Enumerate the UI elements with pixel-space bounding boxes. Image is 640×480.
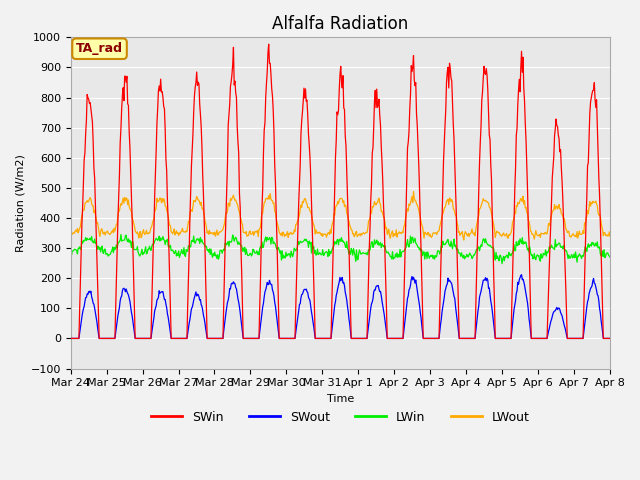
SWin	[215, 336, 223, 341]
LWout	[460, 237, 468, 243]
SWin	[406, 92, 414, 97]
Legend: SWin, SWout, LWin, LWout: SWin, SWout, LWin, LWout	[146, 406, 535, 429]
Line: SWin: SWin	[70, 44, 610, 338]
LWin	[188, 238, 195, 244]
Line: SWout: SWout	[70, 275, 610, 338]
SWin	[132, 336, 140, 341]
SWout	[187, 311, 195, 317]
SWin	[77, 278, 84, 284]
LWin	[117, 232, 125, 238]
SWout	[77, 324, 84, 330]
LWout	[187, 207, 195, 213]
SWin	[187, 187, 195, 193]
SWout	[422, 336, 429, 341]
LWout	[77, 224, 84, 229]
Title: Alfalfa Radiation: Alfalfa Radiation	[272, 15, 408, 33]
LWout	[422, 231, 430, 237]
LWout	[132, 229, 140, 235]
LWout	[215, 229, 223, 235]
SWout	[606, 336, 614, 341]
SWin	[265, 41, 273, 47]
Line: LWout: LWout	[70, 192, 610, 240]
LWout	[406, 203, 413, 208]
SWin	[606, 336, 614, 341]
LWin	[133, 247, 141, 252]
SWin	[67, 336, 74, 341]
LWin	[606, 254, 614, 260]
SWout	[406, 286, 413, 291]
SWout	[67, 336, 74, 341]
Text: TA_rad: TA_rad	[76, 42, 123, 55]
LWin	[498, 261, 506, 266]
SWout	[215, 336, 223, 341]
LWin	[77, 247, 84, 252]
SWout	[518, 272, 525, 277]
Y-axis label: Radiation (W/m2): Radiation (W/m2)	[15, 154, 25, 252]
LWin	[422, 250, 430, 255]
X-axis label: Time: Time	[327, 394, 354, 404]
LWout	[606, 233, 614, 239]
LWin	[216, 248, 224, 253]
Line: LWin: LWin	[70, 235, 610, 264]
LWin	[406, 233, 414, 239]
LWout	[410, 189, 417, 194]
LWin	[67, 249, 74, 255]
SWin	[422, 336, 430, 341]
SWout	[132, 336, 140, 341]
LWout	[67, 229, 74, 235]
